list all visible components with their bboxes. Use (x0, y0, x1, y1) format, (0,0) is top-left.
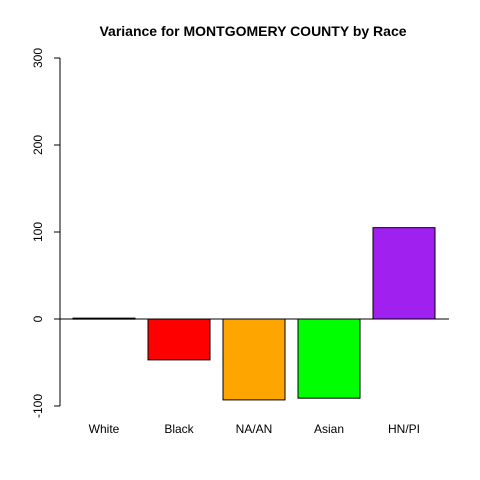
y-tick-label: 100 (31, 222, 45, 242)
x-tick-labels: White Black NA/AN Asian HN/PI (89, 422, 420, 436)
bar-na-an (222, 318, 286, 401)
x-tick-label: HN/PI (388, 422, 420, 436)
x-tick-label: Black (164, 422, 194, 436)
y-tick-label: 300 (31, 48, 45, 68)
x-tick-label: Asian (314, 422, 344, 436)
bar-asian (297, 318, 361, 399)
bar-white (72, 317, 136, 320)
y-axis: -100 0 100 200 300 (31, 48, 61, 418)
y-tick-label: 0 (31, 315, 45, 322)
y-tick-label: 200 (31, 135, 45, 155)
chart-title: Variance for MONTGOMERY COUNTY by Race (99, 23, 406, 39)
bars (72, 227, 436, 401)
bar-black (147, 318, 211, 361)
y-tick-label: -100 (31, 394, 45, 418)
x-tick-label: NA/AN (236, 422, 273, 436)
bar-hn-pi (372, 227, 436, 320)
x-tick-label: White (89, 422, 120, 436)
